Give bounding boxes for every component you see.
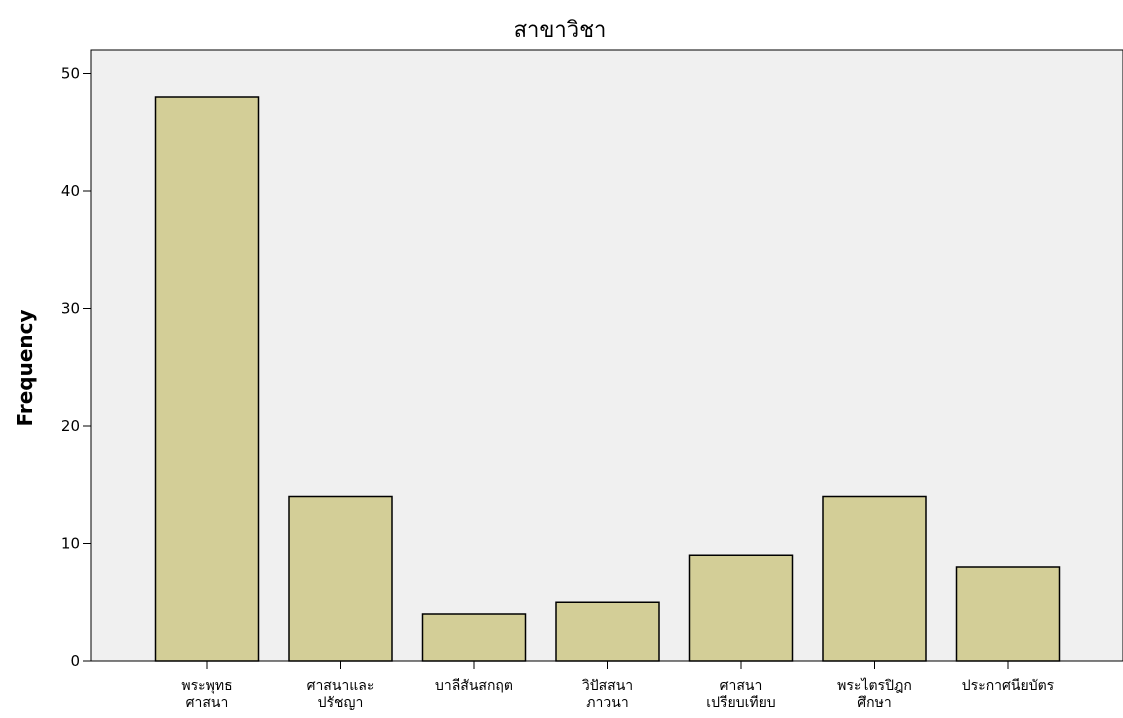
bar — [822, 495, 927, 662]
x-tick-label-line: วิปัสสนา — [582, 678, 633, 694]
x-tick-label-line: ศาสนาและ — [307, 678, 375, 694]
x-tick-label-line: ประกาศนียบัตร — [962, 678, 1055, 694]
x-tick-label-line: ศาสนา — [720, 678, 763, 694]
bar — [955, 566, 1061, 662]
x-tick-label-line: ศาสนา — [186, 695, 229, 711]
x-tick-label-line: บาลีสันสกฤต — [435, 678, 513, 694]
bar — [154, 96, 260, 662]
x-tick-label: วิปัสสนาภาวนา — [582, 678, 633, 711]
y-tick-label: 50 — [61, 65, 80, 83]
chart-title: สาขาวิชา — [514, 18, 607, 43]
bar — [288, 495, 393, 662]
x-tick-label-line: พระพุทธ — [181, 678, 232, 694]
bar — [421, 613, 527, 662]
y-tick-label: 10 — [61, 535, 80, 553]
x-tick-label-line: ปรัชญา — [318, 695, 364, 711]
x-tick-label-line: ภาวนา — [586, 695, 628, 711]
bar — [688, 554, 794, 662]
x-tick-label: ประกาศนียบัตร — [962, 678, 1055, 694]
y-axis-label: Frequency — [13, 309, 37, 426]
x-tick-label: พระไตรปิฎกศึกษา — [837, 677, 912, 711]
y-tick-label: 40 — [61, 182, 80, 200]
plot-background — [90, 49, 1123, 662]
x-tick-label: ศาสนาและปรัชญา — [307, 678, 375, 711]
y-tick-label: 0 — [70, 652, 80, 670]
bar — [555, 601, 660, 662]
y-tick-label: 30 — [61, 300, 80, 318]
x-tick-label-line: พระไตรปิฎก — [837, 677, 912, 694]
x-tick-label-line: ศึกษา — [857, 695, 891, 711]
plot-area: 01020304050พระพุทธศาสนาศาสนาและปรัชญาบาล… — [61, 49, 1123, 711]
x-tick-label: พระพุทธศาสนา — [181, 678, 232, 711]
x-tick-label-line: เปรียบเทียบ — [706, 695, 775, 711]
y-tick-label: 20 — [61, 417, 80, 435]
x-tick-label: บาลีสันสกฤต — [435, 678, 513, 694]
x-tick-label: ศาสนาเปรียบเทียบ — [706, 678, 775, 711]
